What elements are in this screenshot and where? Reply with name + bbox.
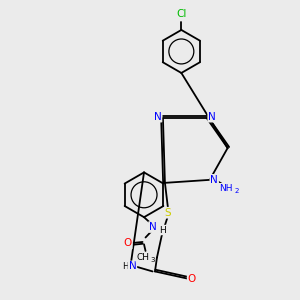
- Text: N: N: [154, 112, 161, 122]
- Text: N: N: [129, 262, 136, 272]
- Text: 2: 2: [234, 188, 239, 194]
- Text: 3: 3: [151, 257, 155, 263]
- Text: CH: CH: [136, 253, 149, 262]
- Text: S: S: [165, 208, 171, 218]
- Text: O: O: [188, 274, 196, 284]
- Text: Cl: Cl: [176, 9, 187, 20]
- Text: H: H: [122, 262, 129, 271]
- Text: N: N: [149, 222, 157, 232]
- Text: O: O: [124, 238, 132, 248]
- Text: H: H: [159, 226, 166, 235]
- Text: N: N: [210, 175, 218, 185]
- Text: N: N: [208, 112, 216, 122]
- Text: NH: NH: [219, 184, 233, 193]
